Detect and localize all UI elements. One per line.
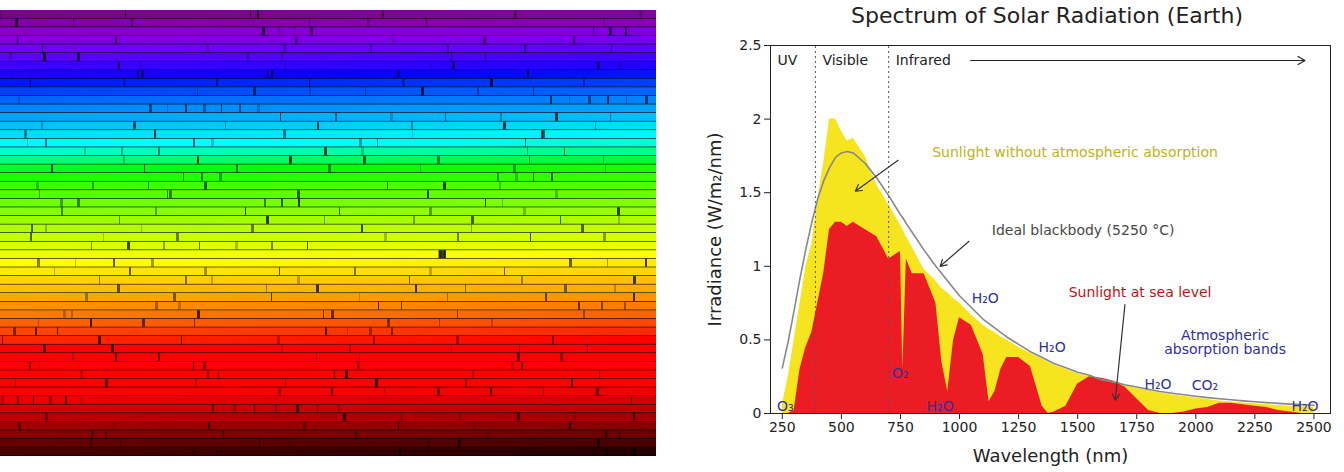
svg-text:CO₂: CO₂	[1192, 377, 1218, 393]
svg-text:H₂O: H₂O	[972, 290, 999, 306]
svg-text:H₂O: H₂O	[1144, 376, 1171, 392]
svg-text:O₃: O₃	[777, 398, 794, 414]
svg-text:1000: 1000	[942, 419, 978, 435]
svg-text:1250: 1250	[1001, 419, 1037, 435]
svg-text:O₂: O₂	[892, 365, 909, 381]
svg-text:Ideal blackbody (5250 °C): Ideal blackbody (5250 °C)	[992, 222, 1175, 238]
svg-text:2.5: 2.5	[739, 37, 761, 53]
svg-text:Infrared: Infrared	[896, 52, 951, 68]
svg-text:2: 2	[753, 111, 762, 127]
svg-text:1: 1	[753, 258, 762, 274]
svg-text:500: 500	[828, 419, 855, 435]
svg-text:250: 250	[769, 419, 796, 435]
svg-text:0.5: 0.5	[739, 331, 761, 347]
svg-text:1.5: 1.5	[739, 184, 761, 200]
svg-text:2500: 2500	[1296, 419, 1332, 435]
svg-text:2000: 2000	[1178, 419, 1214, 435]
svg-text:750: 750	[887, 419, 914, 435]
svg-text:H₂O: H₂O	[927, 398, 954, 414]
svg-text:Visible: Visible	[822, 52, 868, 68]
svg-text:1500: 1500	[1060, 419, 1096, 435]
svg-text:UV: UV	[778, 52, 798, 68]
svg-text:Irradiance (W/m₂/nm): Irradiance (W/m₂/nm)	[704, 132, 725, 326]
svg-text:2250: 2250	[1237, 419, 1273, 435]
svg-text:Sunlight at sea level: Sunlight at sea level	[1069, 284, 1212, 300]
html-text:Spectrum of Solar Radiation (E: Spectrum of Solar Radiation (Earth)	[851, 3, 1243, 28]
svg-text:0: 0	[753, 405, 762, 421]
svg-text:Wavelength (nm): Wavelength (nm)	[973, 445, 1129, 466]
svg-text:Atmosphericabsorption bands: Atmosphericabsorption bands	[1164, 327, 1286, 357]
svg-text:H₂O: H₂O	[1291, 398, 1318, 414]
svg-text:Sunlight without atmospheric a: Sunlight without atmospheric absorption	[932, 144, 1218, 160]
svg-text:H₂O: H₂O	[1039, 339, 1066, 355]
svg-text:1750: 1750	[1119, 419, 1155, 435]
